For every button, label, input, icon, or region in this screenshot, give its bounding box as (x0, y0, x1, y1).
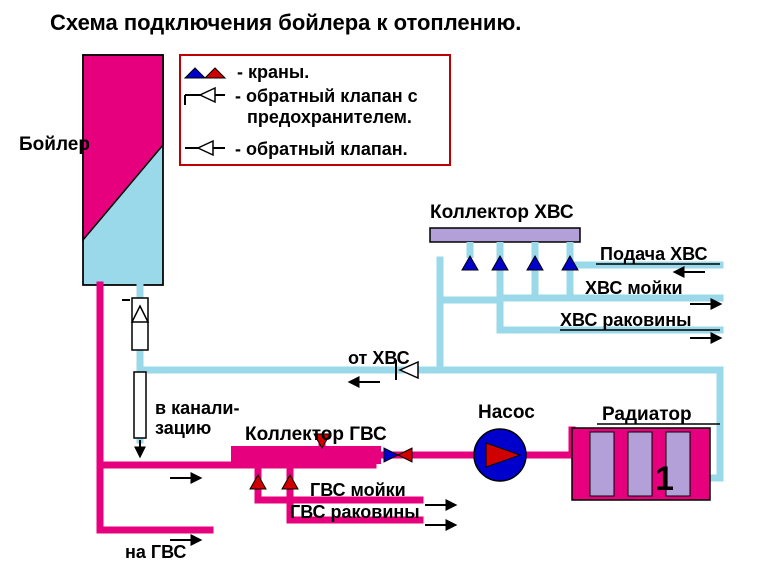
cold-sink-label: ХВС мойки (585, 278, 683, 298)
sewer-pipe (134, 372, 146, 438)
pump (474, 429, 526, 481)
radiator-label: Радиатор (602, 404, 692, 425)
cold-basin-label: ХВС раковины (560, 310, 691, 330)
to-sewer-1: в канали- (155, 398, 239, 418)
collector-hot-label: Коллектор ГВС (245, 424, 387, 445)
legend-item-3: - обратный клапан. (235, 139, 408, 159)
radiator-num: 1 (655, 460, 674, 498)
legend-item-2a: - обратный клапан с (235, 86, 418, 106)
hot-basin-label: ГВС раковины (290, 502, 420, 522)
from-cold-label: от ХВС (348, 348, 410, 368)
cold-supply-label: Подача ХВС (600, 244, 707, 264)
hot-sink-label: ГВС мойки (310, 480, 406, 500)
check-valve-safety (122, 298, 148, 350)
diagram-svg: Схема подключения бойлера к отоплению. Б… (0, 0, 760, 576)
legend-item-2b: предохранителем. (247, 107, 412, 127)
diagram-title: Схема подключения бойлера к отоплению. (50, 10, 521, 35)
collector-cold-label: Коллектор ХВС (430, 202, 574, 223)
to-hws-label: на ГВС (125, 542, 186, 562)
boiler-label: Бойлер (19, 134, 90, 155)
legend-item-1: - краны. (237, 62, 309, 82)
boiler (83, 55, 163, 285)
pump-label: Насос (478, 402, 535, 423)
to-sewer-2: зацию (155, 418, 211, 438)
radiator (572, 428, 710, 500)
cold-valves (462, 256, 578, 270)
legend-box: - краны. - обратный клапан с предохранит… (180, 55, 450, 165)
collector-cold (430, 228, 580, 258)
